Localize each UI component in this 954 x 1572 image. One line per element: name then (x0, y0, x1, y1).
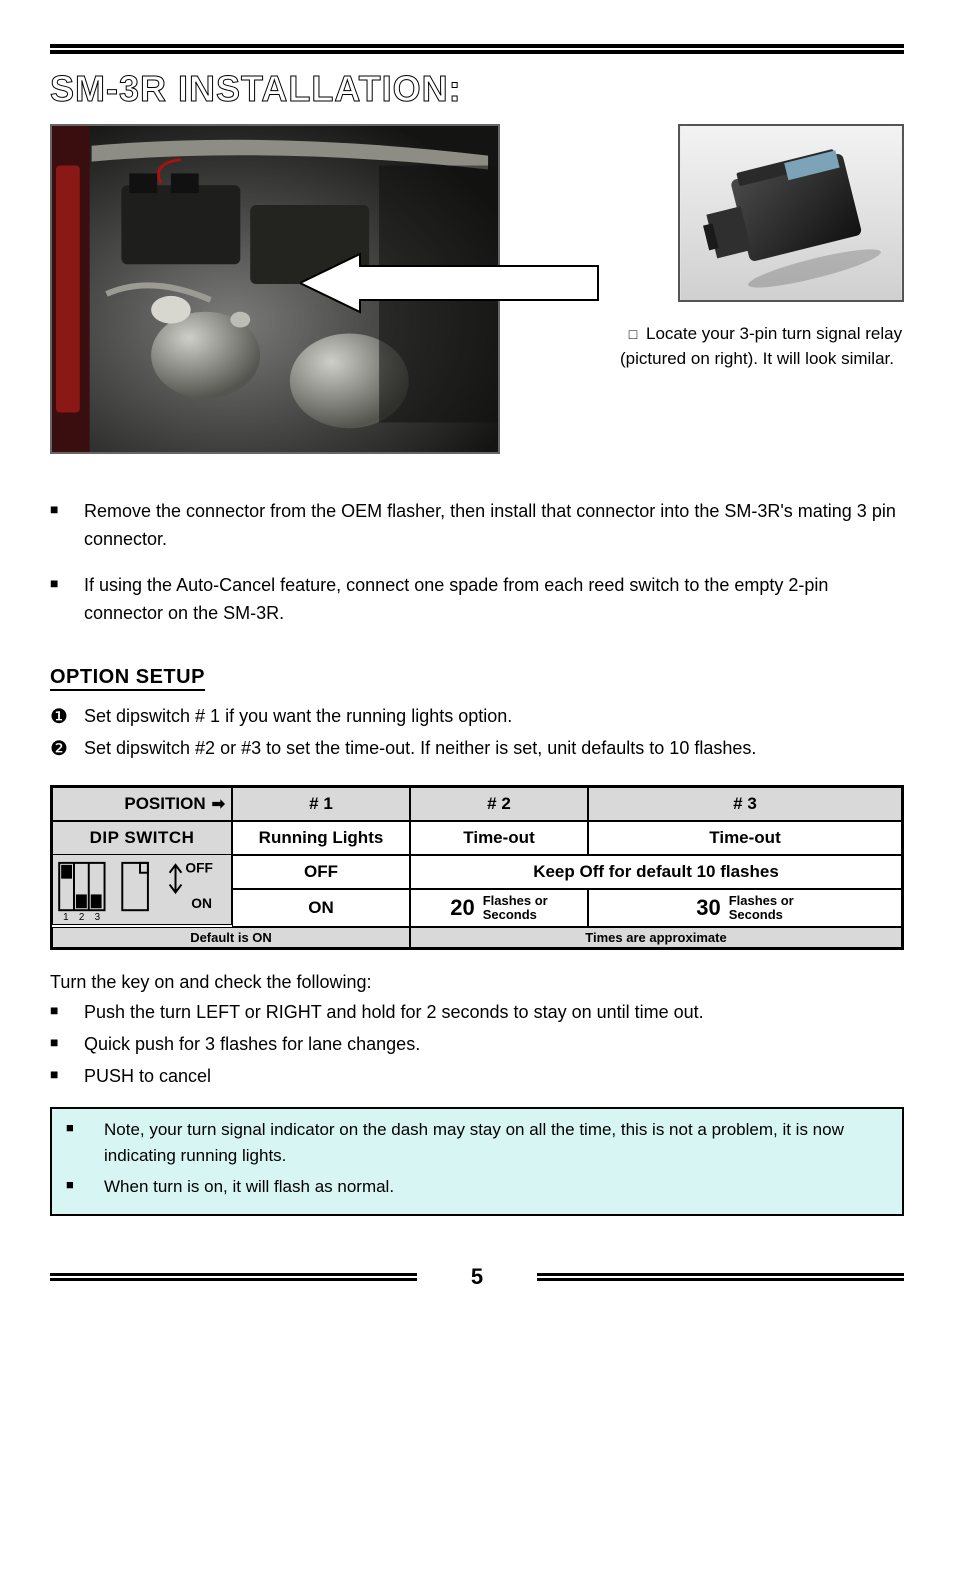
footer-rule-left (50, 1273, 417, 1281)
flash-count: 30 (696, 895, 720, 921)
on-col2: 20 Flashes orSeconds (410, 889, 588, 928)
option-step-text: Set dipswitch #2 or #3 to set the time-o… (84, 735, 904, 763)
flashes-line1: Flashes or (483, 893, 548, 908)
check-text: Push the turn LEFT or RIGHT and hold for… (84, 999, 904, 1027)
circled-2-icon: ❷ (50, 735, 72, 763)
flash-count: 20 (450, 895, 474, 921)
on-label: ON (232, 889, 410, 928)
footer: 5 (50, 1264, 904, 1290)
svg-text:3: 3 (95, 912, 101, 923)
note-text: Note, your turn signal indicator on the … (104, 1117, 888, 1170)
relay-photo (678, 124, 904, 302)
position-label: POSITION (124, 794, 205, 814)
svg-text:ON: ON (191, 896, 212, 911)
relay-caption: □Locate your 3-pin turn signal relay (pi… (620, 322, 904, 371)
on-col3: 30 Flashes orSeconds (588, 889, 902, 928)
check-text: Quick push for 3 flashes for lane change… (84, 1031, 904, 1059)
col3-heading: Time-out (588, 821, 902, 855)
bullet-icon: ■ (50, 1031, 68, 1055)
note-text: When turn is on, it will flash as normal… (104, 1174, 888, 1200)
off-span: Keep Off for default 10 flashes (410, 855, 902, 889)
svg-text:OFF: OFF (185, 860, 213, 875)
install-step-text: If using the Auto-Cancel feature, connec… (84, 572, 904, 628)
dip-diagram: 1 2 3 OFF ON (52, 855, 232, 925)
dipswitch-label: DIP SWITCH (52, 821, 232, 855)
svg-text:1: 1 (63, 912, 68, 923)
arrow-icon (300, 252, 600, 314)
check-text: PUSH to cancel (84, 1063, 904, 1091)
bullet-icon: ■ (50, 999, 68, 1023)
options-heading: OPTION SETUP (50, 666, 205, 691)
circled-1-icon: ❶ (50, 703, 72, 731)
bullet-icon: ■ (50, 1063, 68, 1087)
off-label: OFF (232, 855, 410, 889)
flashes-line2: Seconds (483, 907, 537, 922)
dip-switch-table: POSITION ➡ # 1 # 2 # 3 DIP SWITCH Runnin… (50, 785, 904, 951)
footnote-right: Times are approximate (410, 927, 902, 948)
flashes-line2: Seconds (729, 907, 783, 922)
options-list: ❶ Set dipswitch # 1 if you want the runn… (50, 703, 904, 763)
checks-list: ■ Push the turn LEFT or RIGHT and hold fo… (50, 999, 904, 1091)
svg-text:2: 2 (79, 912, 84, 923)
top-rule (50, 44, 904, 54)
col-header: # 1 (232, 787, 410, 821)
page-title: SM-3R INSTALLATION: (50, 68, 904, 110)
flashes-line1: Flashes or (729, 893, 794, 908)
photo-row: □Locate your 3-pin turn signal relay (pi… (50, 124, 904, 454)
bullet-icon: ■ (50, 572, 68, 596)
install-steps: ■ Remove the connector from the OEM flas… (50, 498, 904, 628)
relay-caption-text: Locate your 3-pin turn signal relay (pic… (620, 324, 902, 368)
col-header: # 3 (588, 787, 902, 821)
option-step-text: Set dipswitch # 1 if you want the runnin… (84, 703, 904, 731)
right-arrow-icon: ➡ (212, 794, 225, 814)
square-bullet-icon: □ (620, 324, 646, 344)
checks-intro: Turn the key on and check the following: (50, 972, 904, 993)
page: SM-3R INSTALLATION: (0, 0, 954, 1310)
footnote-left: Default is ON (52, 927, 410, 948)
col-header: # 2 (410, 787, 588, 821)
page-number: 5 (447, 1264, 507, 1290)
footer-rule-right (537, 1273, 904, 1281)
install-step-text: Remove the connector from the OEM flashe… (84, 498, 904, 554)
bullet-icon: ■ (66, 1174, 88, 1196)
bullet-icon: ■ (50, 498, 68, 522)
bullet-icon: ■ (66, 1117, 88, 1139)
col1-heading: Running Lights (232, 821, 410, 855)
note-box: ■ Note, your turn signal indicator on the… (50, 1107, 904, 1216)
col2-heading: Time-out (410, 821, 588, 855)
